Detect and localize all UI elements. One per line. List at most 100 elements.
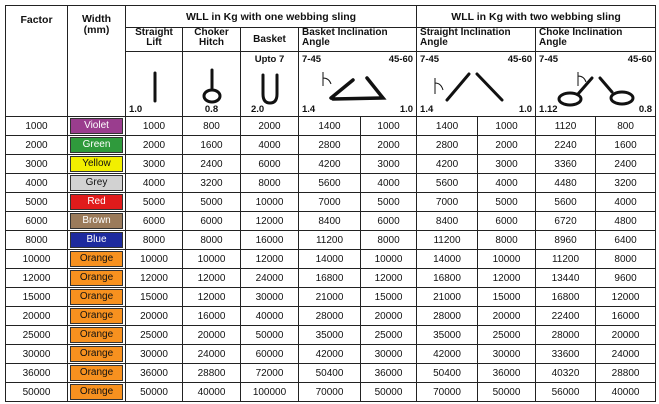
wll-cell: 8400 bbox=[298, 211, 361, 231]
wll-cell: 12000 bbox=[182, 268, 241, 288]
straight-lift-icon bbox=[153, 71, 157, 103]
wll-cell: 8000 bbox=[182, 230, 241, 250]
wll-cell: 36000 bbox=[359, 363, 418, 383]
wll-cell: 7000 bbox=[416, 192, 479, 212]
wll-cell: 50000 bbox=[240, 325, 299, 345]
wll-cell: 40000 bbox=[182, 382, 241, 402]
wll-cell: 6000 bbox=[125, 211, 183, 231]
table-row: 25000 Orange 25000 20000 50000 35000 25000 3500… bbox=[5, 325, 657, 345]
wll-cell: 6000 bbox=[240, 154, 299, 174]
wll-cell: 28000 bbox=[416, 306, 479, 326]
color-swatch: Orange bbox=[70, 327, 123, 343]
table-row: 4000 Grey 4000 3200 8000 5600 4000 5600 4000 4480… bbox=[5, 173, 657, 193]
factor-label: Factor bbox=[20, 14, 53, 26]
wll-cell: 10000 bbox=[359, 249, 418, 269]
choker-hitch-icon-cell: 0.8 bbox=[182, 51, 241, 117]
width-header: Width (mm) bbox=[67, 5, 126, 117]
width-color-cell: Orange bbox=[67, 306, 126, 326]
wll-cell: 16800 bbox=[535, 287, 597, 307]
width-color-cell: Orange bbox=[67, 287, 126, 307]
wll-cell: 30000 bbox=[125, 344, 183, 364]
wll-cell: 12000 bbox=[477, 268, 537, 288]
wll-cell: 4800 bbox=[595, 211, 657, 231]
label: Angle bbox=[420, 37, 448, 48]
wll-cell: 50000 bbox=[359, 382, 418, 402]
angle-low-label: 7-45 bbox=[302, 54, 322, 65]
factor-header: Factor bbox=[5, 5, 68, 117]
color-swatch: Green bbox=[70, 137, 123, 153]
wll-cell: 5600 bbox=[535, 192, 597, 212]
label: Choker bbox=[194, 27, 229, 38]
wll-cell: 11200 bbox=[416, 230, 479, 250]
wll-cell: 4000 bbox=[477, 173, 537, 193]
wll-cell: 8000 bbox=[359, 230, 418, 250]
factor-cell: 8000 bbox=[5, 230, 68, 250]
table-row: 20000 Orange 20000 16000 40000 28000 20000 2800… bbox=[5, 306, 657, 326]
straight-inclination-icon-cell: 7-45 45-60 1.4 1.0 bbox=[416, 51, 537, 117]
table-row: 5000 Red 5000 5000 10000 7000 5000 7000 5000 5600… bbox=[5, 192, 657, 212]
wll-cell: 2800 bbox=[416, 135, 479, 155]
factor-value: 1.0 bbox=[518, 104, 533, 115]
wll-cell: 28000 bbox=[535, 325, 597, 345]
basket-inclination-icon bbox=[322, 72, 387, 101]
wll-cell: 22400 bbox=[535, 306, 597, 326]
wll-cell: 4000 bbox=[595, 192, 657, 212]
wll-cell: 42000 bbox=[416, 344, 479, 364]
basket-icon bbox=[261, 73, 279, 105]
wll-cell: 3000 bbox=[359, 154, 418, 174]
wll-cell: 72000 bbox=[240, 363, 299, 383]
color-swatch: Orange bbox=[70, 289, 123, 305]
factor-value: 2.0 bbox=[251, 104, 265, 115]
table-row: 8000 Blue 8000 8000 16000 11200 8000 11200 8000 8… bbox=[5, 230, 657, 250]
wll-cell: 3000 bbox=[477, 154, 537, 174]
choke-inclination-icon bbox=[557, 72, 635, 107]
table-row: 3000 Yellow 3000 2400 6000 4200 3000 4200 3000 33… bbox=[5, 154, 657, 174]
basket-inclination-icon-cell: 7-45 45-60 1.4 1.0 bbox=[297, 51, 418, 117]
color-swatch: Red bbox=[70, 194, 123, 210]
angle-high-label: 45-60 bbox=[627, 54, 653, 65]
table-row: 10000 Orange 10000 10000 12000 14000 10000 1400… bbox=[5, 249, 657, 269]
wll-cell: 8960 bbox=[535, 230, 597, 250]
factor-cell: 6000 bbox=[5, 211, 68, 231]
wll-cell: 100000 bbox=[240, 382, 299, 402]
basket-angle-label: Upto 7 bbox=[254, 54, 285, 65]
wll-cell: 1000 bbox=[359, 116, 418, 136]
wll-cell: 40000 bbox=[595, 382, 657, 402]
table-row: 30000 Orange 30000 24000 60000 42000 30000 4200… bbox=[5, 344, 657, 364]
wll-cell: 40320 bbox=[535, 363, 597, 383]
color-swatch: Blue bbox=[70, 232, 123, 248]
width-color-cell: Orange bbox=[67, 382, 126, 402]
label: Straight Inclination bbox=[420, 27, 511, 38]
wll-cell: 30000 bbox=[240, 287, 299, 307]
wll-cell: 33600 bbox=[535, 344, 597, 364]
wll-cell: 1000 bbox=[125, 116, 183, 136]
wll-cell: 60000 bbox=[240, 344, 299, 364]
choke-inclination-header: Choke Inclination Angle bbox=[535, 27, 657, 52]
factor-cell: 15000 bbox=[5, 287, 68, 307]
wll-cell: 14000 bbox=[298, 249, 361, 269]
color-swatch: Brown bbox=[70, 213, 123, 229]
wll-cell: 8000 bbox=[125, 230, 183, 250]
wll-cell: 2000 bbox=[359, 135, 418, 155]
table-row: 1000 Violet 1000 800 2000 1400 1000 1400 1000 112… bbox=[5, 116, 657, 136]
wll-cell: 12000 bbox=[359, 268, 418, 288]
wll-cell: 6000 bbox=[359, 211, 418, 231]
wll-cell: 28800 bbox=[595, 363, 657, 383]
table-row: 15000 Orange 15000 12000 30000 21000 15000 2100… bbox=[5, 287, 657, 307]
color-swatch: Orange bbox=[70, 346, 123, 362]
label: Basket bbox=[253, 33, 286, 45]
wll-cell: 20000 bbox=[125, 306, 183, 326]
wll-cell: 13440 bbox=[535, 268, 597, 288]
angle-high-label: 45-60 bbox=[507, 54, 533, 65]
wll-cell: 10000 bbox=[240, 192, 299, 212]
wll-cell: 16800 bbox=[416, 268, 479, 288]
wll-cell: 24000 bbox=[595, 344, 657, 364]
table-row: 6000 Brown 6000 6000 12000 8400 6000 8400 6000 67… bbox=[5, 211, 657, 231]
wll-cell: 2800 bbox=[298, 135, 361, 155]
wll-cell: 5600 bbox=[416, 173, 479, 193]
wll-table: Factor Width (mm) WLL in Kg with one webb… bbox=[5, 5, 657, 402]
label: Hitch bbox=[199, 37, 224, 48]
wll-cell: 14000 bbox=[416, 249, 479, 269]
wll-cell: 2000 bbox=[125, 135, 183, 155]
factor-cell: 10000 bbox=[5, 249, 68, 269]
